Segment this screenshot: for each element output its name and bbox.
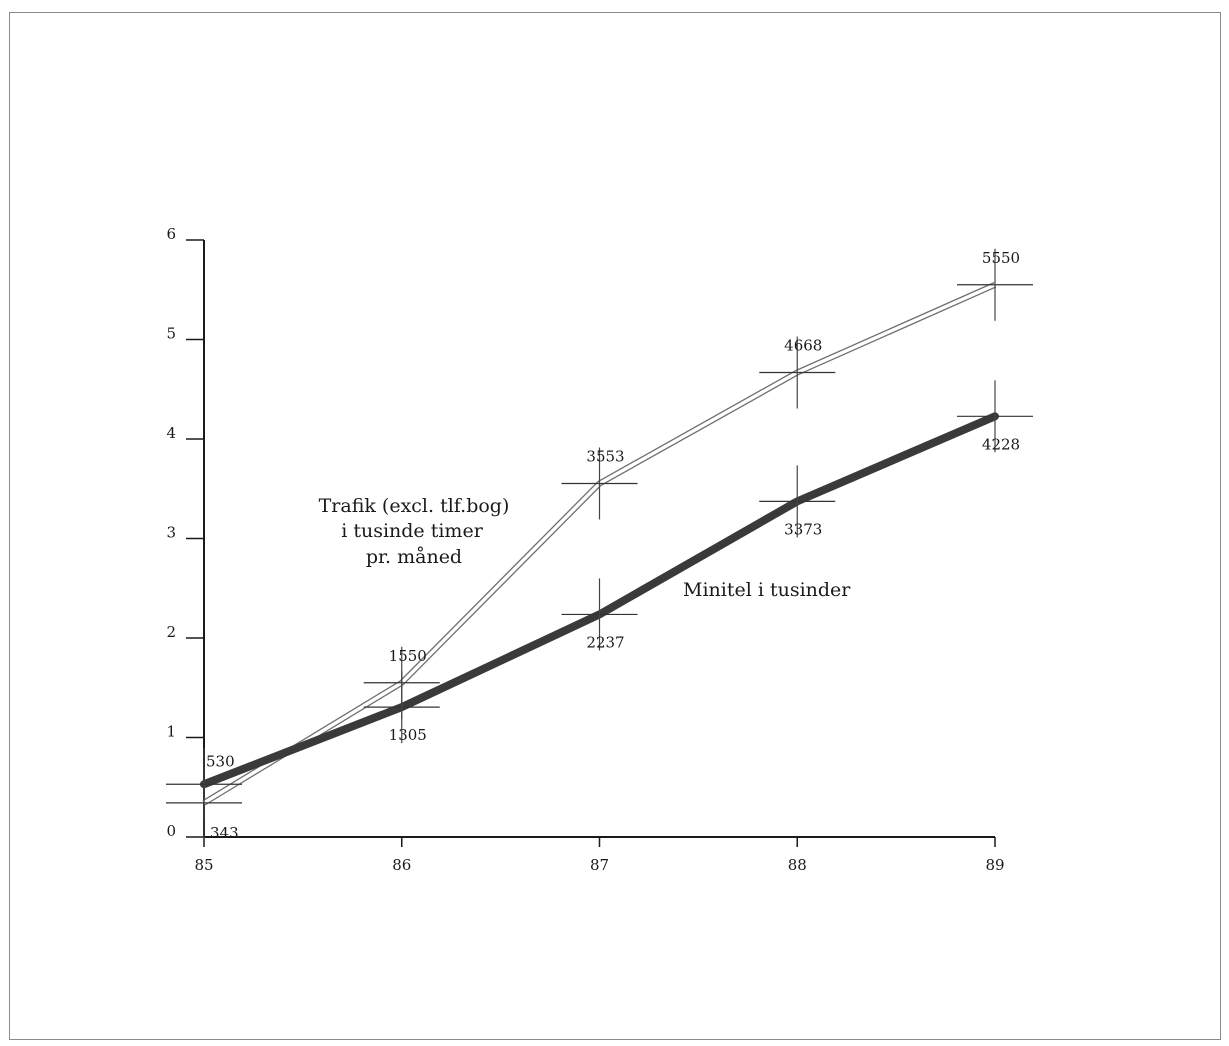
data-label: 530 bbox=[206, 752, 235, 770]
y-tick-label: 6 bbox=[166, 225, 176, 243]
y-tick-label: 1 bbox=[166, 723, 176, 741]
annotation-trafik-line1: Trafik (excl. tlf.bog) bbox=[319, 495, 510, 517]
data-label: 2237 bbox=[586, 633, 624, 651]
y-tick-label: 3 bbox=[166, 524, 176, 542]
data-point-marker bbox=[759, 336, 836, 409]
series-line-inner bbox=[203, 283, 996, 805]
y-tick-label: 2 bbox=[166, 623, 176, 641]
data-labels: 343 1550 3553 4668 5550 530 1305 2237 3373 4228 bbox=[206, 249, 1020, 842]
annotation-trafik-line2: i tusinde timer bbox=[341, 520, 483, 542]
data-label: 4228 bbox=[982, 435, 1020, 453]
data-label: 5550 bbox=[982, 249, 1020, 267]
y-tick-label: 5 bbox=[166, 325, 176, 343]
data-label: 1305 bbox=[389, 726, 427, 744]
series-minitel bbox=[166, 380, 1033, 821]
y-tick-label: 0 bbox=[166, 822, 176, 840]
data-point-marker bbox=[759, 465, 836, 538]
data-point-marker bbox=[957, 248, 1033, 321]
data-point-marker bbox=[561, 578, 638, 651]
series-layer bbox=[166, 248, 1033, 839]
x-tick-label: 87 bbox=[590, 856, 609, 874]
annotation-minitel: Minitel i tusinder bbox=[683, 579, 851, 601]
annotation-trafik-line3: pr. måned bbox=[366, 546, 462, 568]
data-point-marker bbox=[166, 748, 242, 821]
data-label: 3553 bbox=[586, 447, 624, 465]
series-line-outline bbox=[202, 282, 997, 806]
data-point-marker bbox=[957, 380, 1033, 453]
x-tick-label: 86 bbox=[392, 856, 411, 874]
x-tick-label: 89 bbox=[985, 856, 1004, 874]
chart-frame bbox=[9, 12, 1221, 1040]
data-point-marker bbox=[363, 671, 440, 744]
data-label: 4668 bbox=[784, 337, 822, 355]
x-tick-label: 88 bbox=[788, 856, 807, 874]
data-label: 3373 bbox=[784, 520, 822, 538]
data-label: 343 bbox=[210, 824, 239, 842]
axes: 0 1 2 3 4 5 6 85 86 87 88 89 bbox=[166, 225, 1004, 874]
y-tick-label: 4 bbox=[166, 424, 176, 442]
data-point-marker bbox=[561, 447, 638, 520]
x-tick-label: 85 bbox=[194, 856, 213, 874]
data-label: 1550 bbox=[389, 647, 427, 665]
